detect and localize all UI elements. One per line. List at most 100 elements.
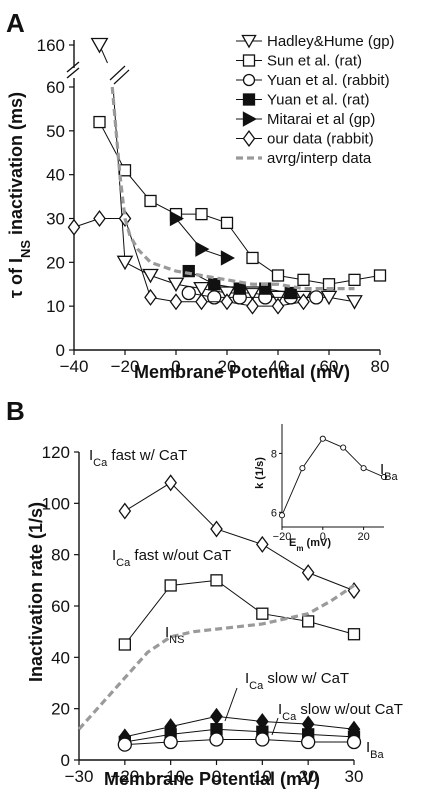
- panel-a-point: [195, 293, 208, 311]
- panel-a-series-line: [73, 218, 304, 307]
- panel-b-y-tick-label: 20: [51, 700, 70, 719]
- inset-series-line: [281, 438, 385, 516]
- panel-a-x-tick-label: 0: [171, 357, 180, 376]
- legend-marker: [242, 93, 256, 106]
- annotation-fast-w-cat: ICa fast w/ CaT: [89, 447, 187, 469]
- annotation-leader-slow-w-cat: [224, 687, 238, 722]
- panel-a-point: [144, 288, 157, 306]
- legend-marker: [242, 54, 256, 67]
- panel-b-xlabel: Membrane Potential (mV): [104, 769, 320, 789]
- panel-a-point: [271, 297, 285, 315]
- panel-a-y-break-mark: [66, 61, 80, 73]
- panel-a-label: A: [6, 8, 25, 38]
- panel-a-point: [169, 293, 183, 311]
- legend-label: avrg/interp data: [267, 150, 372, 167]
- panel-b-point: [163, 734, 178, 750]
- panel-a-y-tick-label: 160: [37, 36, 65, 55]
- inset-axes: −20 0 20 6 8: [271, 424, 384, 543]
- inset-x-tick-label: 0: [320, 531, 326, 543]
- inset-label-iba: IBa: [380, 461, 399, 483]
- panel-b-series-line: [124, 579, 355, 645]
- legend-label: Sun et al. (rat): [267, 53, 362, 70]
- panel-b-point: [256, 535, 269, 553]
- inset-chart: −20 0 20 6 8 Em (mV) k (1/s) IBa: [254, 424, 399, 553]
- legend-label: Yuan et al. (rabbit): [267, 72, 390, 89]
- inset-point: [380, 473, 388, 481]
- inset-ylabel: k (1/s): [254, 457, 266, 489]
- panel-b-point: [164, 474, 177, 492]
- annotation-ins: INS: [165, 624, 184, 646]
- panel-b-series-line: [124, 728, 355, 743]
- panel-a-point: [195, 241, 210, 257]
- legend-marker: [242, 129, 256, 148]
- panel-a-x-tick-label: 60: [320, 357, 339, 376]
- inset-x-tick-label: −20: [273, 531, 292, 543]
- panel-b-x-tick-label: 30: [345, 767, 364, 786]
- panel-a-point: [220, 250, 235, 266]
- panel-a-y-tick-label: 30: [46, 210, 65, 229]
- panel-a-point: [116, 255, 134, 271]
- panel-a-point: [169, 210, 184, 227]
- panel-a-point: [193, 281, 210, 297]
- inset-y-tick-label: 6: [271, 507, 277, 519]
- panel-b-y-tick-label: 100: [42, 494, 70, 513]
- panel-b-point: [256, 607, 269, 620]
- panel-b-series-line-ins: [77, 584, 355, 731]
- legend-label: Hadley&Hume (gp): [267, 33, 395, 50]
- panel-a-point: [195, 207, 208, 221]
- panel-a-point: [220, 216, 234, 230]
- panel-b-point: [118, 638, 131, 651]
- panel-a-y-break-mark: [66, 67, 80, 79]
- panel-a-point: [297, 293, 310, 311]
- panel-a-point: [244, 286, 261, 301]
- panel-b-point: [302, 615, 315, 628]
- panel-b-point: [164, 579, 177, 592]
- legend-label: Yuan et al. (rat): [267, 92, 370, 109]
- panel-b-x-tick-label: 10: [253, 767, 272, 786]
- panel-a-point: [246, 297, 259, 315]
- panel-b-point: [210, 707, 223, 725]
- panel-a-point: [167, 277, 185, 293]
- inset-point: [278, 512, 286, 519]
- panel-b-x-tick-label: 0: [212, 767, 221, 786]
- panel-a-point: [346, 295, 363, 310]
- legend-label: Mitarai et al (gp): [267, 111, 375, 128]
- legend-label: our data (rabbit): [267, 131, 374, 148]
- panel-b-point: [347, 628, 361, 641]
- panel-a-point: [271, 269, 285, 282]
- panel-a-point: [373, 269, 387, 282]
- panel-b-point: [210, 520, 223, 538]
- panel-b-series-line: [124, 715, 355, 738]
- panel-a-y-tick-label: 40: [46, 166, 65, 185]
- panel-a-x-tick-label: 80: [371, 357, 390, 376]
- panel-a-point: [246, 251, 259, 265]
- panel-a-axes: −40 −20 0 20 40 60 80 0 10 20 30 40 50 60 160: [37, 36, 390, 376]
- panel-a-point: [207, 290, 222, 305]
- panel-a-x-tick-label: 40: [269, 357, 288, 376]
- panel-a-point: [93, 209, 106, 228]
- panel-a-x-tick-label: 20: [218, 357, 237, 376]
- panel-b-y-tick-label: 120: [42, 443, 70, 462]
- panel-b-point: [347, 582, 361, 600]
- inset-point: [360, 465, 367, 472]
- panel-a-point: [348, 273, 361, 287]
- panel-a-data-break-mark: [109, 65, 126, 81]
- annotation-leader-slow-wo-cat: [271, 717, 279, 736]
- panel-b-point: [117, 737, 132, 752]
- panel-a-ylabel: τ of INS inactivation (ms): [6, 92, 33, 298]
- annotation-iba: IBa: [366, 739, 385, 761]
- panel-a-point: [67, 218, 81, 236]
- panel-b-x-tick-label: −30: [65, 767, 94, 786]
- annotation-fast-wo-cat: ICa fast w/out CaT: [112, 547, 231, 569]
- panel-b-label: B: [6, 396, 25, 426]
- panel-a-point: [309, 290, 324, 305]
- panel-b-ylabel: Inactivation rate (1/s): [26, 502, 46, 682]
- panel-a-y-tick-label: 60: [46, 78, 65, 97]
- inset-xlabel: Em (mV): [289, 537, 331, 553]
- panel-a-point: [181, 285, 196, 301]
- panel-a-x-tick-label: −40: [60, 357, 89, 376]
- panel-b-point: [255, 732, 270, 747]
- panel-a-series: [67, 37, 387, 315]
